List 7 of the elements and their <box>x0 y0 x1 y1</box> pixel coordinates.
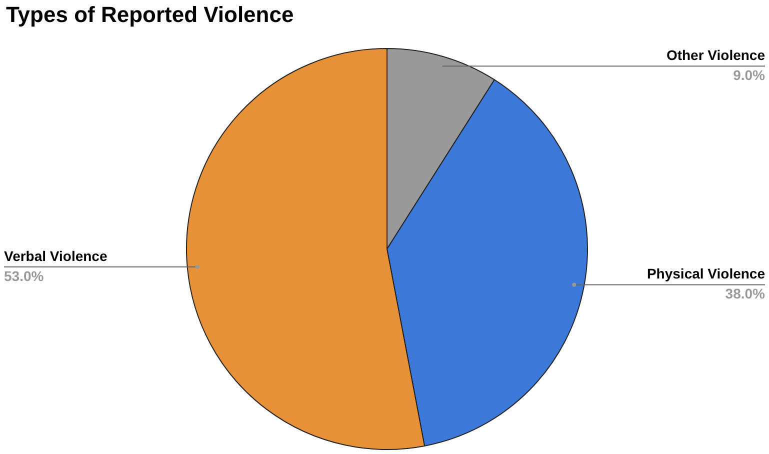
chart-title: Types of Reported Violence <box>6 2 294 28</box>
slice-label: Verbal Violence <box>4 248 108 264</box>
data-label: 53.0% <box>4 268 44 284</box>
slice-label: Physical Violence <box>646 266 766 282</box>
slice-label: Other Violence <box>666 46 766 63</box>
data-label: 38.0% <box>725 286 766 302</box>
data-label: 9.0% <box>733 66 766 83</box>
